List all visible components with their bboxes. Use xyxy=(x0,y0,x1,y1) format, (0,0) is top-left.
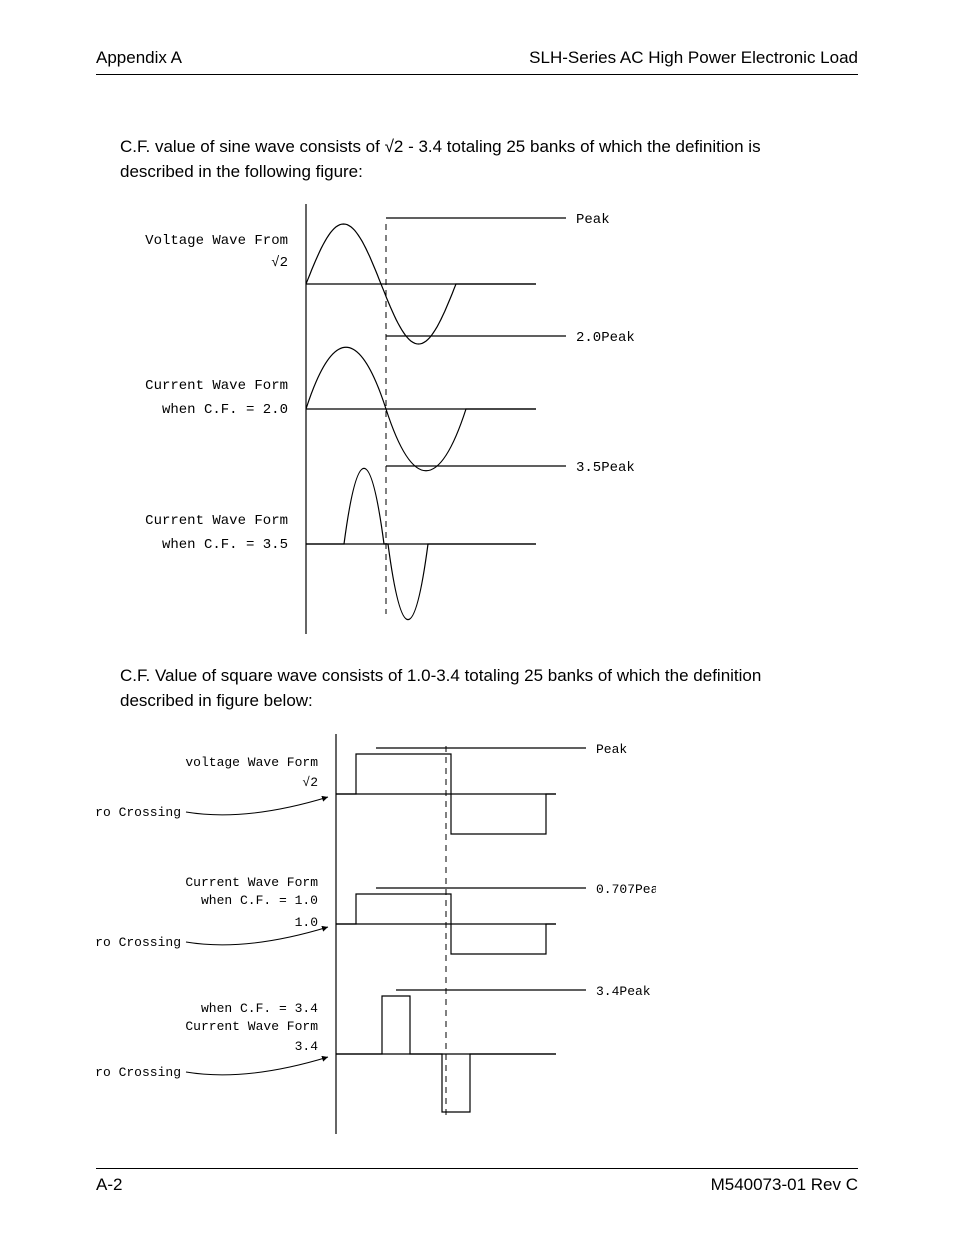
header-right: SLH-Series AC High Power Electronic Load xyxy=(529,48,858,68)
page: Appendix A SLH-Series AC High Power Elec… xyxy=(0,0,954,1235)
page-header: Appendix A SLH-Series AC High Power Elec… xyxy=(96,48,858,75)
svg-text:Current Wave Form: Current Wave Form xyxy=(185,875,318,890)
svg-text:Current Wave Form: Current Wave Form xyxy=(145,513,288,529)
svg-text:Zero Crossing: Zero Crossing xyxy=(96,805,181,820)
paragraph-1: C.F. value of sine wave consists of √2 -… xyxy=(96,135,858,184)
page-footer: A-2 M540073-01 Rev C xyxy=(96,1168,858,1195)
header-left: Appendix A xyxy=(96,48,182,68)
svg-text:Zero Crossing: Zero Crossing xyxy=(96,1065,181,1080)
svg-text:2.0Peak: 2.0Peak xyxy=(576,330,635,346)
svg-text:Peak: Peak xyxy=(596,742,627,757)
svg-text:when C.F. = 3.5: when C.F. = 3.5 xyxy=(162,537,288,553)
svg-text:Zero Crossing: Zero Crossing xyxy=(96,935,181,950)
footer-right: M540073-01 Rev C xyxy=(711,1175,858,1195)
svg-text:Voltage Wave From: Voltage Wave From xyxy=(145,233,288,249)
svg-text:Peak: Peak xyxy=(576,212,610,228)
svg-text:√2: √2 xyxy=(271,255,288,271)
svg-text:3.4: 3.4 xyxy=(295,1039,319,1054)
svg-text:1.0: 1.0 xyxy=(295,915,318,930)
svg-text:when C.F. = 1.0: when C.F. = 1.0 xyxy=(201,893,318,908)
svg-text:Current Wave Form: Current Wave Form xyxy=(185,1019,318,1034)
svg-text:Current Wave Form: Current Wave Form xyxy=(145,378,288,394)
paragraph-2: C.F. Value of square wave consists of 1.… xyxy=(96,664,858,713)
svg-text:0.707Peak: 0.707Peak xyxy=(596,882,656,897)
svg-text:when C.F. = 3.4: when C.F. = 3.4 xyxy=(201,1001,318,1016)
svg-text:voltage Wave Form: voltage Wave Form xyxy=(185,755,318,770)
svg-text:when C.F. = 2.0: when C.F. = 2.0 xyxy=(162,402,288,418)
footer-left: A-2 xyxy=(96,1175,122,1195)
svg-text:√2: √2 xyxy=(302,775,318,790)
svg-text:3.4Peak: 3.4Peak xyxy=(596,984,651,999)
figure-square-waves: Peak voltage Wave Form √2 Zero Crossing 0.70… xyxy=(96,734,858,1134)
figure-sine-waves: Peak Voltage Wave From √2 2.0Peak Current Wa… xyxy=(96,204,858,634)
svg-text:3.5Peak: 3.5Peak xyxy=(576,460,635,476)
